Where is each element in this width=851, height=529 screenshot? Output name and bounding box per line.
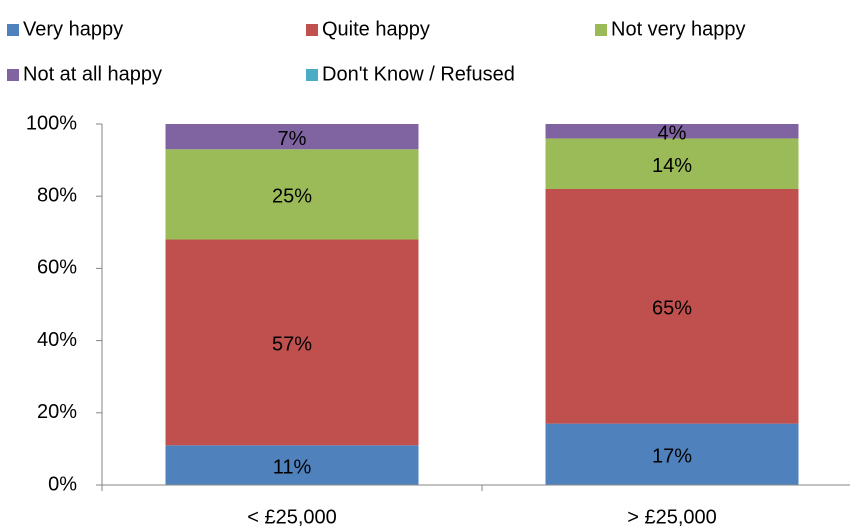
legend-label: Not at all happy xyxy=(23,63,162,85)
bar-segment xyxy=(165,445,419,485)
value-label: 17% xyxy=(652,446,692,468)
legend-swatch xyxy=(595,24,607,36)
value-label: 65% xyxy=(652,298,692,320)
bar-segment xyxy=(165,124,419,150)
value-label: 11% xyxy=(273,456,312,478)
legend-label: Not very happy xyxy=(611,18,746,40)
legend-label: Very happy xyxy=(23,18,123,40)
y-tick-label: 80% xyxy=(37,184,77,206)
value-label: 57% xyxy=(272,334,312,356)
value-label: 4% xyxy=(658,123,687,145)
y-tick-label: 40% xyxy=(37,329,77,351)
legend-label: Quite happy xyxy=(322,18,430,40)
legend-swatch xyxy=(306,69,318,81)
y-tick-label: 60% xyxy=(37,257,77,279)
value-label: 14% xyxy=(652,155,692,177)
bar-segment xyxy=(545,138,799,189)
legend-swatch xyxy=(7,24,19,36)
value-label: 7% xyxy=(278,128,307,150)
bar-segment xyxy=(545,124,799,139)
x-tick-label: < £25,000 xyxy=(247,506,337,528)
legend-swatch xyxy=(306,24,318,36)
y-tick-label: 100% xyxy=(26,112,77,134)
y-tick-label: 20% xyxy=(37,401,77,423)
bar-segment xyxy=(545,188,799,424)
x-tick-label: > £25,000 xyxy=(627,506,717,528)
legend-label: Don't Know / Refused xyxy=(322,63,515,85)
bar-segment xyxy=(165,239,419,446)
legend-swatch xyxy=(7,69,19,81)
value-label: 25% xyxy=(272,186,312,208)
y-tick-label: 0% xyxy=(48,473,77,495)
bar-segment xyxy=(165,149,419,240)
bar-segment xyxy=(545,423,799,485)
